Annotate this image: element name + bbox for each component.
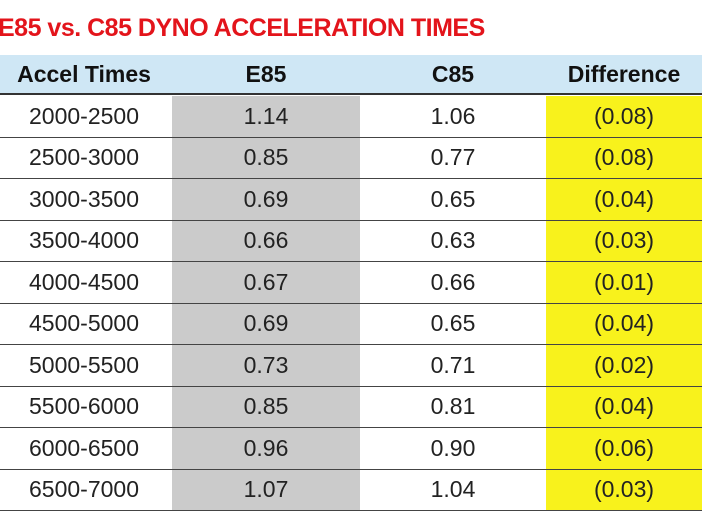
table-cell: 1.07 [172,469,360,510]
table-cell: 0.85 [172,137,360,178]
table-row: 2000-2500 1.14 1.06 (0.08) [0,96,702,138]
table-cell: (0.01) [546,262,702,303]
table-cell: (0.04) [546,386,702,427]
table-cell: 0.69 [172,303,360,344]
table-cell: (0.02) [546,345,702,386]
table-row: 6000-6500 0.96 0.90 (0.06) [0,428,702,470]
header-cell: Difference [567,60,681,87]
table-cell: 0.77 [430,144,476,171]
table-cell: 0.66 [430,268,476,295]
table-cell: 0.67 [172,262,360,303]
header-cell: C85 [431,60,475,87]
table-cell: 0.96 [172,428,360,469]
table-cell: (0.03) [546,220,702,261]
table-cell: 0.73 [172,345,360,386]
table-cell: (0.04) [546,303,702,344]
table-cell: (0.08) [546,137,702,178]
table-cell: (0.08) [546,96,702,137]
table-cell: 4000-4500 [29,268,139,295]
table-cell: (0.04) [546,179,702,220]
table-row: 5500-6000 0.85 0.81 (0.04) [0,386,702,428]
table-cell: 6000-6500 [29,434,139,461]
table-row: 3000-3500 0.69 0.65 (0.04) [0,179,702,221]
table-title: E85 vs. C85 DYNO ACCELERATION TIMES [0,14,485,42]
table-cell: 1.14 [172,96,360,137]
table-cell: (0.03) [546,469,702,510]
header-row: Accel Times E85 C85 Difference [0,55,702,95]
table-cell: 6500-7000 [29,476,139,503]
table-cell: 0.63 [430,227,476,254]
table-cell: 0.90 [430,434,476,461]
table-cell: 5500-6000 [29,393,139,420]
table-row: 3500-4000 0.66 0.63 (0.03) [0,220,702,262]
table-cell: 1.06 [430,102,476,129]
table-row: 4500-5000 0.69 0.65 (0.04) [0,303,702,345]
header-cell: Accel Times [17,60,151,87]
header-cell: E85 [245,60,287,87]
table-cell: 4500-5000 [29,310,139,337]
table-cell: 3000-3500 [29,185,139,212]
table-cell: 0.85 [172,386,360,427]
table-cell: 0.65 [430,185,476,212]
table-row: 5000-5500 0.73 0.71 (0.02) [0,345,702,387]
table-row: 4000-4500 0.67 0.66 (0.01) [0,262,702,304]
table-cell: 0.71 [430,351,476,378]
table-cell: 0.69 [172,179,360,220]
table-cell: (0.06) [546,428,702,469]
table-cell: 0.65 [430,310,476,337]
table-cell: 2500-3000 [29,144,139,171]
table-cell: 2000-2500 [29,102,139,129]
table-cell: 5000-5500 [29,351,139,378]
table-row: 6500-7000 1.07 1.04 (0.03) [0,469,702,511]
table-cell: 3500-4000 [29,227,139,254]
table-cell: 0.81 [430,393,476,420]
table-cell: 0.66 [172,220,360,261]
table-row: 2500-3000 0.85 0.77 (0.08) [0,137,702,179]
table-cell: 1.04 [430,476,476,503]
